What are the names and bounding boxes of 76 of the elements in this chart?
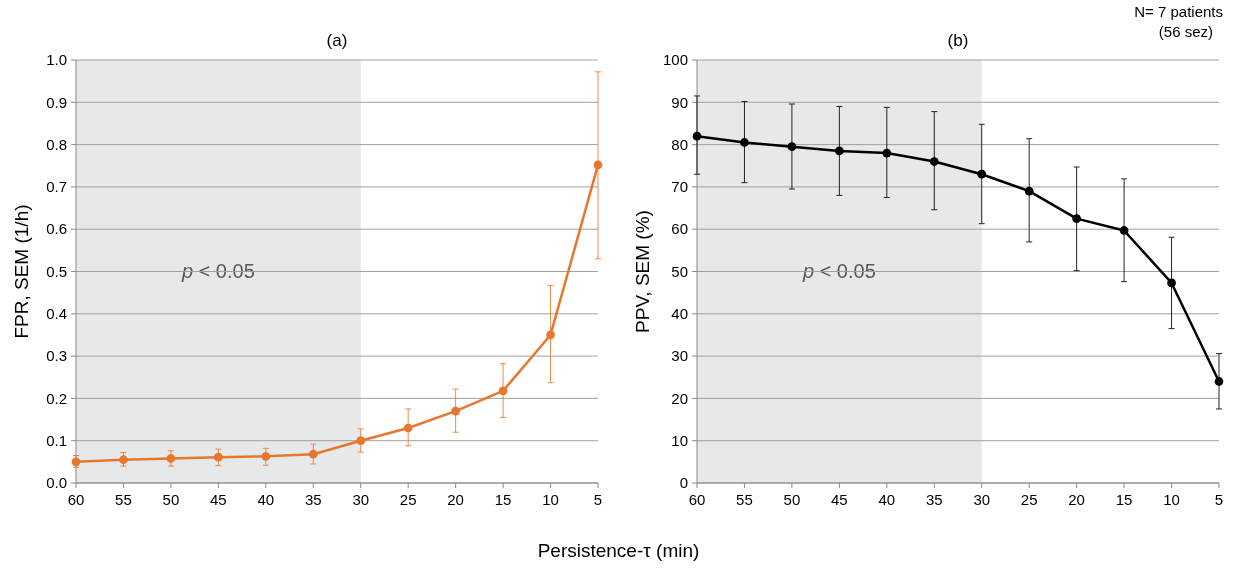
- point: [1214, 377, 1224, 386]
- point: [356, 436, 366, 446]
- y-tick-label: 90: [671, 93, 688, 111]
- point: [498, 386, 508, 396]
- point: [1167, 278, 1176, 288]
- point: [546, 330, 555, 340]
- x-tick-label: 15: [494, 491, 512, 508]
- x-tick-label: 20: [447, 491, 464, 508]
- y-tick-label: 80: [671, 135, 688, 153]
- point: [1119, 226, 1129, 235]
- point: [834, 146, 844, 156]
- x-tick-label: 50: [162, 491, 180, 508]
- x-axis-title: Persistence-τ (min): [537, 540, 700, 561]
- text: N= 7 patients (56 sez): [1134, 3, 1223, 40]
- y-tick-label: 0.6: [46, 220, 67, 238]
- y-axis-title: FPR, SEM (1/h): [11, 204, 32, 339]
- point: [261, 451, 271, 461]
- y-tick-label: 70: [671, 178, 688, 196]
- point: [403, 423, 413, 433]
- point: [451, 406, 461, 416]
- x-tick-label: 15: [1115, 491, 1133, 508]
- point: [787, 142, 797, 152]
- y-tick-label: 0.8: [46, 135, 67, 153]
- y-tick-label: 50: [671, 262, 688, 280]
- x-tick-label: 45: [831, 491, 848, 508]
- x-tick-label: 40: [257, 491, 275, 508]
- y-tick-label: 100: [662, 51, 688, 69]
- y-tick-label: 0.7: [46, 178, 67, 196]
- point: [882, 148, 892, 158]
- y-tick-label: 0.1: [46, 431, 67, 449]
- x-tick-label: 50: [783, 491, 801, 508]
- x-tick-label: 45: [210, 491, 227, 508]
- chart-title: (b): [947, 31, 969, 50]
- x-tick-label: 10: [542, 491, 559, 508]
- point: [692, 131, 702, 141]
- y-tick-label: 0.5: [46, 262, 67, 280]
- y-tick-label: 10: [671, 431, 688, 449]
- x-tick-label: 5: [1214, 491, 1224, 508]
- x-tick-label: 40: [878, 491, 896, 508]
- y-tick-label: 0.4: [46, 305, 67, 323]
- point: [1072, 214, 1082, 223]
- point: [929, 157, 939, 166]
- x-tick-label: 35: [304, 491, 322, 508]
- y-tick-label: 0: [679, 474, 688, 492]
- point: [308, 449, 318, 459]
- y-tick-label: 60: [671, 220, 688, 238]
- point: [166, 454, 176, 463]
- y-axis-title: PPV, SEM (%): [632, 210, 653, 333]
- point: [593, 160, 603, 170]
- point: [119, 455, 128, 465]
- x-tick-label: 30: [973, 491, 991, 508]
- y-tick-label: 1.0: [46, 51, 67, 69]
- y-tick-label: 40: [671, 305, 688, 323]
- point: [213, 452, 223, 462]
- x-tick-label: 35: [925, 491, 943, 508]
- point: [1024, 186, 1034, 196]
- y-tick-label: 20: [671, 389, 688, 407]
- point: [740, 138, 749, 147]
- x-tick-label: 60: [67, 491, 85, 508]
- y-tick-label: 0.3: [46, 347, 67, 365]
- y-tick-label: 0.0: [46, 474, 67, 492]
- y-tick-label: 0.2: [46, 389, 67, 407]
- x-tick-label: 10: [1163, 491, 1180, 508]
- x-tick-label: 25: [1020, 491, 1038, 508]
- x-tick-label: 5: [593, 491, 603, 508]
- x-tick-label: 55: [736, 491, 753, 508]
- y-tick-label: 0.9: [46, 93, 67, 111]
- x-tick-label: 55: [115, 491, 132, 508]
- chart-title: (a): [326, 31, 348, 50]
- y-tick-label: 30: [671, 347, 688, 365]
- point: [977, 169, 987, 179]
- x-tick-label: 25: [399, 491, 417, 508]
- point: [71, 457, 81, 467]
- x-tick-label: 30: [352, 491, 370, 508]
- x-tick-label: 20: [1068, 491, 1085, 508]
- x-tick-label: 60: [688, 491, 706, 508]
